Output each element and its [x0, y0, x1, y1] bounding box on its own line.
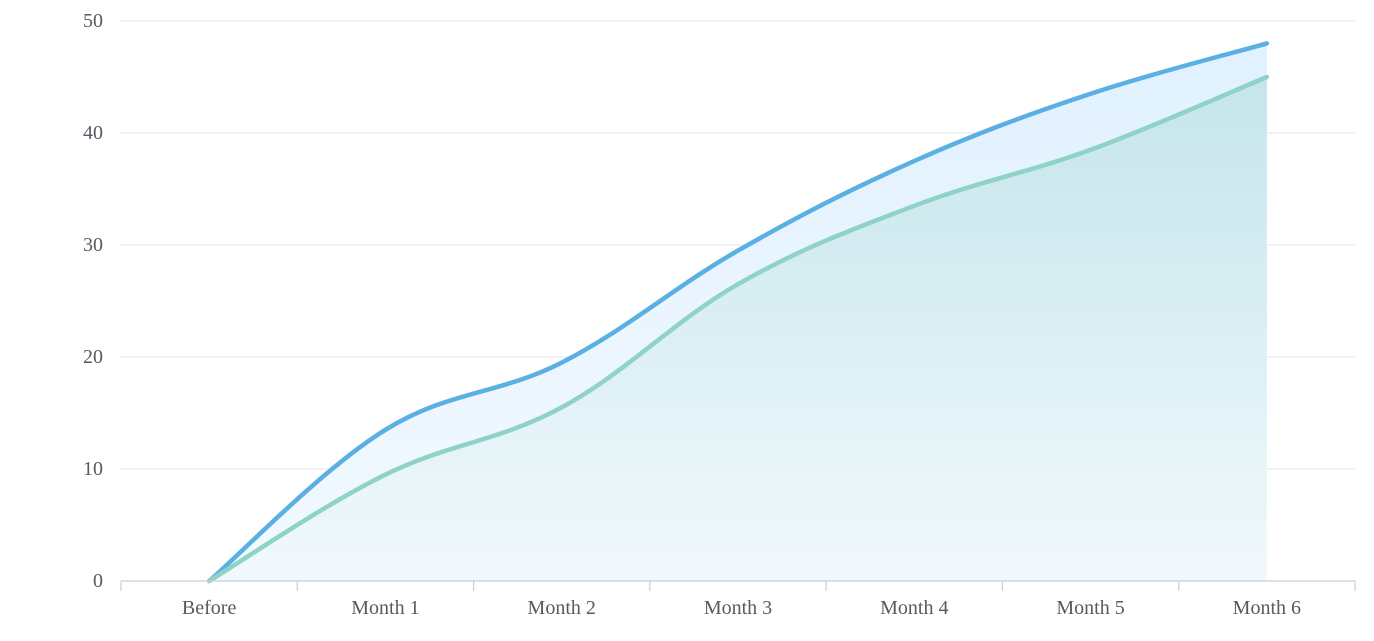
series-line-0 [206, 41, 1270, 584]
y-tick-label: 20 [83, 346, 103, 368]
series-area-1 [209, 77, 1267, 581]
y-tick-label: 10 [83, 458, 103, 480]
x-tick-label: Month 1 [351, 597, 419, 619]
y-tick-label: 40 [83, 122, 103, 144]
x-tick-label: Month 3 [704, 597, 772, 619]
series-lines [206, 41, 1270, 584]
series-areas [209, 43, 1267, 581]
x-tick-label: Month 5 [1056, 597, 1124, 619]
y-tick-label: 50 [83, 10, 103, 32]
tick-labels: 0 10 20 30 40 50 Before Month 1 Month 2 Month 3 Mo… [83, 10, 1301, 619]
x-tick-label: Month 2 [528, 597, 596, 619]
y-tick-label: 30 [83, 234, 103, 256]
x-tick-label: Month 4 [880, 597, 948, 619]
series-line-1 [206, 74, 1270, 584]
y-tick-label: 0 [93, 570, 103, 592]
x-tick-label: Month 6 [1233, 597, 1301, 619]
x-tick-label: Before [182, 597, 237, 619]
axes [120, 580, 1356, 591]
